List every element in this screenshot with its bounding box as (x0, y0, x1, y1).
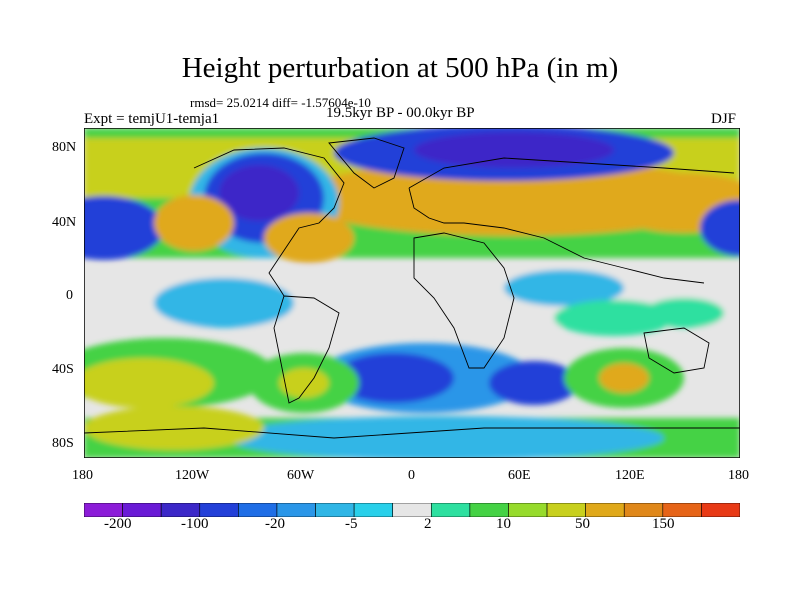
pacific-high (154, 195, 234, 251)
tropics-maritime (644, 298, 724, 328)
period-label: 19.5kyr BP - 00.0kyr BP (326, 105, 475, 121)
tropics-indian (554, 300, 674, 336)
map-panel (84, 128, 740, 458)
colorbar-swatch (585, 503, 625, 517)
colorbar-swatch (160, 503, 201, 517)
experiment-label: Expt = temjU1-temja1 (84, 111, 220, 127)
colorbar-swatch (238, 503, 278, 517)
colorbar-swatch (469, 503, 509, 517)
colorbar-swatch (662, 503, 702, 517)
south-indian-low (489, 361, 579, 405)
colorbar-swatch (84, 503, 123, 517)
colorbar-swatch (508, 503, 548, 517)
lat-label-40s: 40S (52, 362, 74, 377)
lon-label-120w: 120W (175, 468, 210, 483)
colorbar-swatch (353, 503, 394, 517)
colorbar-swatch (122, 503, 162, 517)
north-america-coast (193, 147, 345, 297)
lon-label-0: 0 (408, 468, 415, 483)
colorbar-swatch (392, 503, 432, 517)
colorbar-swatch (276, 503, 316, 517)
colorbar-label-4: 2 (424, 516, 432, 532)
arctic-deep-low (414, 132, 614, 168)
lat-label-80s: 80S (52, 436, 74, 451)
colorbar-label-3: -5 (345, 516, 358, 532)
lon-label-120e: 120E (615, 468, 645, 483)
coastlines (84, 137, 740, 439)
tropics-east-pacific (154, 278, 294, 328)
antarctic-high (84, 406, 264, 450)
pacific-low-left (84, 196, 164, 260)
tropics-africa (504, 270, 624, 306)
pacific-low-right (700, 200, 740, 256)
africa-coast (413, 232, 515, 369)
greenland-coast (328, 137, 405, 189)
lon-label-180e: 180 (728, 468, 749, 483)
antarctica-coast (84, 427, 740, 439)
lon-label-180w: 180 (72, 468, 93, 483)
colorbar-swatch (546, 503, 586, 517)
colorbar-swatch (199, 503, 239, 517)
colorbar-label-6: 50 (575, 516, 590, 532)
na-deep-low (219, 165, 299, 221)
colorbar-label-7: 150 (652, 516, 675, 532)
eurasia-coast (408, 157, 735, 284)
colorbar-swatch (315, 503, 355, 517)
height-field (84, 128, 740, 458)
colorbar-label-0: -200 (104, 516, 132, 532)
colorbar-swatch (701, 503, 740, 517)
colorbar (84, 503, 740, 517)
colorbar-label-1: -100 (181, 516, 209, 532)
south-pacific-yellow (84, 358, 214, 408)
season-label: DJF (711, 111, 737, 127)
southwest-high (279, 368, 329, 398)
lat-label-80n: 80N (52, 140, 77, 155)
stats-label: rmsd= 25.0214 diff= -1.57604e-10 (190, 95, 371, 110)
south-atlantic-deep (334, 353, 454, 403)
south-indian-high (599, 363, 649, 393)
south-america-coast (273, 295, 340, 404)
colorbar-swatch (430, 503, 471, 517)
atlantic-high (264, 213, 354, 263)
australia-coast (643, 327, 710, 374)
colorbar-swatch (623, 503, 664, 517)
colorbar-label-5: 10 (496, 516, 511, 532)
lat-label-40n: 40N (52, 215, 77, 230)
lon-label-60w: 60W (287, 468, 315, 483)
lat-label-0: 0 (66, 288, 73, 303)
lon-label-60e: 60E (508, 468, 531, 483)
antarctic-low (224, 416, 664, 458)
plot-title: Height perturbation at 500 hPa (in m) (181, 52, 619, 84)
colorbar-label-2: -20 (265, 516, 285, 532)
